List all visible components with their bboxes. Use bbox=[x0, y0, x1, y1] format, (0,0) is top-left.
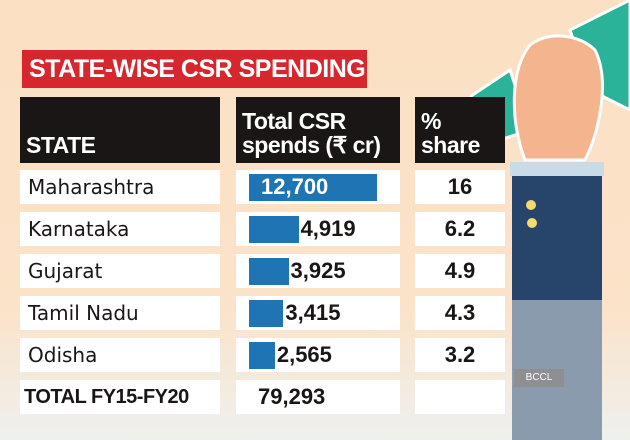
header-csr: Total CSR spends (₹ cr) bbox=[236, 97, 400, 163]
state-cell: Gujarat bbox=[20, 254, 220, 288]
share-cell: 3.2 bbox=[415, 338, 505, 372]
header-share-line2: share bbox=[421, 132, 480, 158]
spend-cell: 4,919 bbox=[236, 212, 400, 246]
spend-label: 3,925 bbox=[290, 258, 346, 283]
spend-cell: 2,565 bbox=[236, 338, 400, 372]
spend-bar bbox=[249, 216, 299, 243]
header-share-line1: % bbox=[421, 108, 441, 134]
spend-bar bbox=[249, 174, 377, 201]
state-cell: Odisha bbox=[20, 338, 220, 372]
credit-badge: BCCL bbox=[514, 369, 564, 387]
spend-bar bbox=[249, 258, 289, 285]
spend-label: 3,415 bbox=[285, 300, 341, 325]
spend-bar bbox=[249, 300, 284, 327]
share-cell: 6.2 bbox=[415, 212, 505, 246]
share-cell: 4.3 bbox=[415, 296, 505, 330]
total-spend: 79,293 bbox=[236, 380, 400, 414]
spend-cell: 3,925 bbox=[236, 254, 400, 288]
spend-label: 4,919 bbox=[300, 216, 356, 241]
header-csr-line2: spends (₹ cr) bbox=[242, 132, 381, 158]
total-share-empty bbox=[415, 380, 505, 414]
spend-bar bbox=[249, 342, 275, 369]
spend-label: 12,700 bbox=[261, 174, 329, 199]
state-cell: Tamil Nadu bbox=[20, 296, 220, 330]
total-label: TOTAL FY15-FY20 bbox=[20, 380, 220, 414]
header-csr-line1: Total CSR bbox=[242, 108, 346, 134]
spend-label: 2,565 bbox=[276, 342, 332, 367]
header-state: STATE bbox=[20, 97, 220, 163]
spend-cell: 3,415 bbox=[236, 296, 400, 330]
state-cell: Karnataka bbox=[20, 212, 220, 246]
header-share: % share bbox=[415, 97, 505, 163]
share-cell: 16 bbox=[415, 170, 505, 204]
state-cell: Maharashtra bbox=[20, 170, 220, 204]
share-cell: 4.9 bbox=[415, 254, 505, 288]
chart-title: STATE-WISE CSR SPENDING bbox=[22, 50, 367, 88]
spend-cell: 12,700 bbox=[236, 170, 400, 204]
